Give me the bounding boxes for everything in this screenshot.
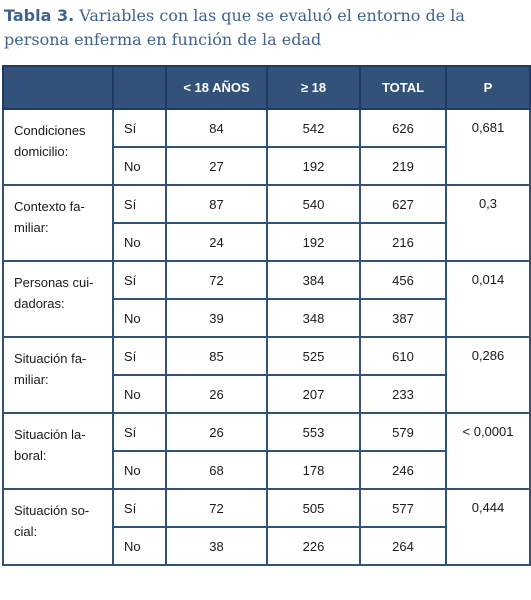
under-18-cell: 24 bbox=[165, 222, 268, 262]
variable-label: Condiciones domicilio: bbox=[2, 108, 114, 186]
caption-label: Tabla 3. bbox=[4, 6, 75, 25]
over-18-cell: 192 bbox=[266, 146, 361, 186]
total-cell: 577 bbox=[359, 488, 447, 528]
table-row: No 39 348 387 bbox=[3, 298, 530, 338]
total-cell: 246 bbox=[359, 450, 447, 490]
total-cell: 387 bbox=[359, 298, 447, 338]
table-row: Situación fa-miliar: Sí 85 525 610 0,286 bbox=[2, 336, 531, 414]
total-cell: 456 bbox=[359, 260, 447, 300]
under-18-cell: 87 bbox=[165, 184, 268, 224]
total-cell: 216 bbox=[359, 222, 447, 262]
table-row: No 38 226 264 bbox=[3, 526, 530, 566]
option-cell: Sí bbox=[112, 260, 167, 300]
over-18-cell: 505 bbox=[266, 488, 361, 528]
total-cell: 233 bbox=[359, 374, 447, 414]
option-cell: Sí bbox=[112, 412, 167, 452]
under-18-cell: 27 bbox=[165, 146, 268, 186]
table-row: Contexto fa-miliar: Sí 87 540 627 0,3 bbox=[2, 184, 531, 262]
header-cell-total: TOTAL bbox=[359, 65, 447, 110]
variable-label: Personas cui-dadoras: bbox=[2, 260, 114, 338]
over-18-cell: 192 bbox=[266, 222, 361, 262]
p-value-cell: 0,681 bbox=[445, 108, 531, 186]
p-value-cell: 0,286 bbox=[445, 336, 531, 414]
table-row: No 27 192 219 bbox=[3, 146, 530, 186]
table-row: Personas cui-dadoras: Sí 72 384 456 0,014 bbox=[2, 260, 531, 338]
under-18-cell: 39 bbox=[165, 298, 268, 338]
over-18-cell: 525 bbox=[266, 336, 361, 376]
over-18-cell: 178 bbox=[266, 450, 361, 490]
total-cell: 626 bbox=[359, 108, 447, 148]
header-cell-variable bbox=[2, 65, 114, 110]
header-cell-18-plus: ≥ 18 bbox=[266, 65, 361, 110]
under-18-cell: 38 bbox=[165, 526, 268, 566]
total-cell: 610 bbox=[359, 336, 447, 376]
option-cell: No bbox=[112, 146, 167, 186]
p-value-cell: < 0,0001 bbox=[445, 412, 531, 490]
variable-label: Situación fa-miliar: bbox=[2, 336, 114, 414]
under-18-cell: 84 bbox=[165, 108, 268, 148]
option-cell: No bbox=[112, 526, 167, 566]
total-cell: 264 bbox=[359, 526, 447, 566]
over-18-cell: 207 bbox=[266, 374, 361, 414]
header-cell-p: P bbox=[445, 65, 531, 110]
table-caption: Tabla 3. Variables con las que se evaluó… bbox=[4, 4, 528, 52]
over-18-cell: 553 bbox=[266, 412, 361, 452]
table-row: No 68 178 246 bbox=[3, 450, 530, 490]
table-body: Condiciones domicilio: Sí 84 542 626 0,681 No 2… bbox=[2, 108, 531, 566]
total-cell: 579 bbox=[359, 412, 447, 452]
caption-text: Variables con las que se evaluó el entor… bbox=[4, 6, 465, 49]
table-row: Situación la-boral: Sí 26 553 579 < 0,0001 bbox=[2, 412, 531, 490]
total-cell: 219 bbox=[359, 146, 447, 186]
header-cell-under-18: < 18 AÑOS bbox=[165, 65, 268, 110]
option-cell: Sí bbox=[112, 336, 167, 376]
p-value-cell: 0,444 bbox=[445, 488, 531, 566]
variable-label: Situación so-cial: bbox=[2, 488, 114, 566]
p-value-cell: 0,3 bbox=[445, 184, 531, 262]
total-cell: 627 bbox=[359, 184, 447, 224]
table-row: Situación so-cial: Sí 72 505 577 0,444 bbox=[2, 488, 531, 566]
over-18-cell: 542 bbox=[266, 108, 361, 148]
option-cell: No bbox=[112, 222, 167, 262]
header-row: < 18 AÑOS ≥ 18 TOTAL P bbox=[2, 65, 531, 110]
under-18-cell: 72 bbox=[165, 488, 268, 528]
variable-label: Situación la-boral: bbox=[2, 412, 114, 490]
p-value-cell: 0,014 bbox=[445, 260, 531, 338]
under-18-cell: 26 bbox=[165, 412, 268, 452]
option-cell: Sí bbox=[112, 184, 167, 224]
under-18-cell: 72 bbox=[165, 260, 268, 300]
option-cell: Sí bbox=[112, 488, 167, 528]
table-row: Condiciones domicilio: Sí 84 542 626 0,681 bbox=[2, 108, 531, 186]
table-row: No 24 192 216 bbox=[3, 222, 530, 262]
option-cell: No bbox=[112, 450, 167, 490]
option-cell: Sí bbox=[112, 108, 167, 148]
over-18-cell: 384 bbox=[266, 260, 361, 300]
over-18-cell: 348 bbox=[266, 298, 361, 338]
table-row: No 26 207 233 bbox=[3, 374, 530, 414]
option-cell: No bbox=[112, 374, 167, 414]
header-cell-option bbox=[112, 65, 167, 110]
data-table: < 18 AÑOS ≥ 18 TOTAL P Condiciones domic… bbox=[2, 65, 531, 566]
over-18-cell: 226 bbox=[266, 526, 361, 566]
over-18-cell: 540 bbox=[266, 184, 361, 224]
under-18-cell: 26 bbox=[165, 374, 268, 414]
option-cell: No bbox=[112, 298, 167, 338]
under-18-cell: 68 bbox=[165, 450, 268, 490]
variable-label: Contexto fa-miliar: bbox=[2, 184, 114, 262]
under-18-cell: 85 bbox=[165, 336, 268, 376]
